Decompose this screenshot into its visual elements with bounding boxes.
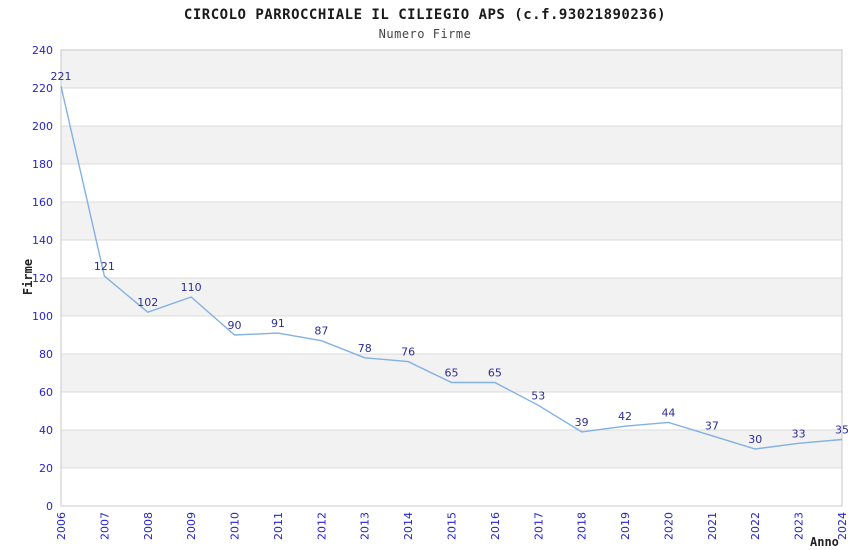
data-label: 44 <box>661 406 675 419</box>
plot-band <box>61 164 842 202</box>
y-tick-label: 240 <box>32 44 53 57</box>
data-label: 65 <box>445 367 459 380</box>
data-label: 110 <box>181 281 202 294</box>
line-series <box>60 85 843 450</box>
data-label: 87 <box>314 325 328 338</box>
y-tick-label: 120 <box>32 272 53 285</box>
plot-border <box>60 49 843 507</box>
data-label: 102 <box>137 296 158 309</box>
plot-band <box>61 278 842 316</box>
x-axis-title: Anno <box>810 535 839 549</box>
y-tick-label: 160 <box>32 196 53 209</box>
data-label: 35 <box>835 424 849 437</box>
data-label: 53 <box>531 389 545 402</box>
y-tick-label: 180 <box>32 158 53 171</box>
x-tick-label: 2018 <box>576 512 589 540</box>
data-label: 30 <box>748 433 762 446</box>
plot-band <box>61 468 842 506</box>
y-tick-label: 80 <box>39 348 53 361</box>
data-label: 90 <box>228 319 242 332</box>
x-tick-label: 2022 <box>749 512 762 540</box>
y-tick-label: 60 <box>39 386 53 399</box>
x-tick-label: 2017 <box>532 512 545 540</box>
y-tick-label: 20 <box>39 462 53 475</box>
data-label: 42 <box>618 410 632 423</box>
plot-band <box>61 88 842 126</box>
y-tick-label: 220 <box>32 82 53 95</box>
x-tick-label: 2019 <box>619 512 632 540</box>
plot-band <box>61 392 842 430</box>
chart-subtitle: Numero Firme <box>378 27 472 41</box>
x-tick-label: 2013 <box>359 512 372 540</box>
plot-band <box>61 430 842 468</box>
data-label: 39 <box>575 416 589 429</box>
data-label: 33 <box>792 427 806 440</box>
x-tick-label: 2021 <box>706 512 719 540</box>
x-tick-label: 2010 <box>229 512 242 540</box>
x-tick-label: 2024 <box>836 512 849 540</box>
data-label: 37 <box>705 420 719 433</box>
x-tick-label: 2023 <box>793 512 806 540</box>
x-tick-label: 2020 <box>662 512 675 540</box>
x-tick-label: 2015 <box>446 512 459 540</box>
plot-band <box>61 354 842 392</box>
x-tick-label: 2007 <box>98 512 111 540</box>
x-tick-label: 2016 <box>489 512 502 540</box>
y-tick-label: 140 <box>32 234 53 247</box>
data-label: 221 <box>51 70 72 83</box>
plot-band <box>61 202 842 240</box>
plot-band <box>61 316 842 354</box>
y-tick-label: 40 <box>39 424 53 437</box>
x-tick-label: 2011 <box>272 512 285 540</box>
plot-band <box>61 50 842 88</box>
chart-title: CIRCOLO PARROCCHIALE IL CILIEGIO APS (c.… <box>183 7 667 23</box>
data-label: 91 <box>271 317 285 330</box>
data-label: 65 <box>488 367 502 380</box>
plot-band <box>61 240 842 278</box>
x-tick-label: 2006 <box>55 512 68 540</box>
y-tick-label: 200 <box>32 120 53 133</box>
x-tick-label: 2009 <box>185 512 198 540</box>
data-label: 76 <box>401 346 415 359</box>
plot-band <box>61 126 842 164</box>
x-tick-label: 2014 <box>402 512 415 540</box>
data-label: 78 <box>358 342 372 355</box>
data-label: 121 <box>94 260 115 273</box>
x-tick-label: 2012 <box>315 512 328 540</box>
y-tick-label: 0 <box>46 500 53 513</box>
y-tick-label: 100 <box>32 310 53 323</box>
x-tick-label: 2008 <box>142 512 155 540</box>
